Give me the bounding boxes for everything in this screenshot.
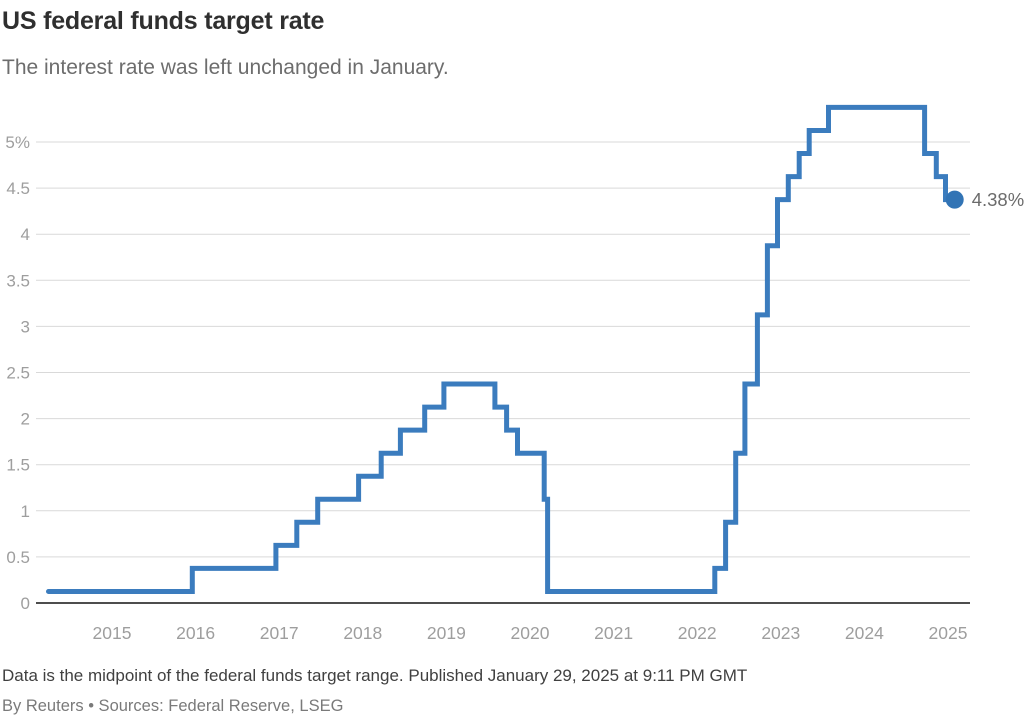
x-tick-label: 2017	[260, 623, 299, 643]
y-tick-label: 5%	[5, 133, 30, 152]
x-tick-label: 2024	[845, 623, 884, 643]
y-tick-label: 2	[21, 410, 30, 429]
chart-canvas: 5% 4.5 4 3.5 3 2.5 2 1.5 1 0.5 0 2015 2016 2017 2018 20…	[5, 104, 1024, 643]
y-tick-label: 3.5	[6, 271, 30, 290]
chart-footnote: Data is the midpoint of the federal fund…	[2, 666, 748, 685]
y-tick-label: 2.5	[6, 363, 30, 382]
x-tick-label: 2019	[427, 623, 466, 643]
y-tick-label: 1.5	[6, 456, 30, 475]
chart-byline: By Reuters • Sources: Federal Reserve, L…	[2, 697, 344, 715]
x-tick-label: 2025	[929, 623, 968, 643]
end-point-dot	[945, 190, 964, 209]
end-value-label: 4.38%	[972, 189, 1024, 210]
x-tick-label: 2018	[343, 623, 382, 643]
y-tick-label: 1	[21, 502, 30, 521]
x-tick-label: 2015	[93, 623, 132, 643]
x-tick-label: 2020	[511, 623, 550, 643]
y-tick-label: 4	[21, 225, 30, 244]
x-tick-label: 2021	[594, 623, 633, 643]
x-tick-label: 2022	[678, 623, 717, 643]
y-tick-label: 0	[21, 594, 30, 613]
y-tick-label: 4.5	[6, 179, 30, 198]
rate-step-line	[46, 104, 958, 594]
x-tick-label: 2023	[761, 623, 800, 643]
x-tick-label: 2016	[176, 623, 215, 643]
y-tick-label: 3	[21, 317, 30, 336]
chart-title: US federal funds target rate	[2, 7, 325, 35]
y-tick-label: 0.5	[6, 548, 30, 567]
chart-subtitle: The interest rate was left unchanged in …	[2, 56, 449, 79]
